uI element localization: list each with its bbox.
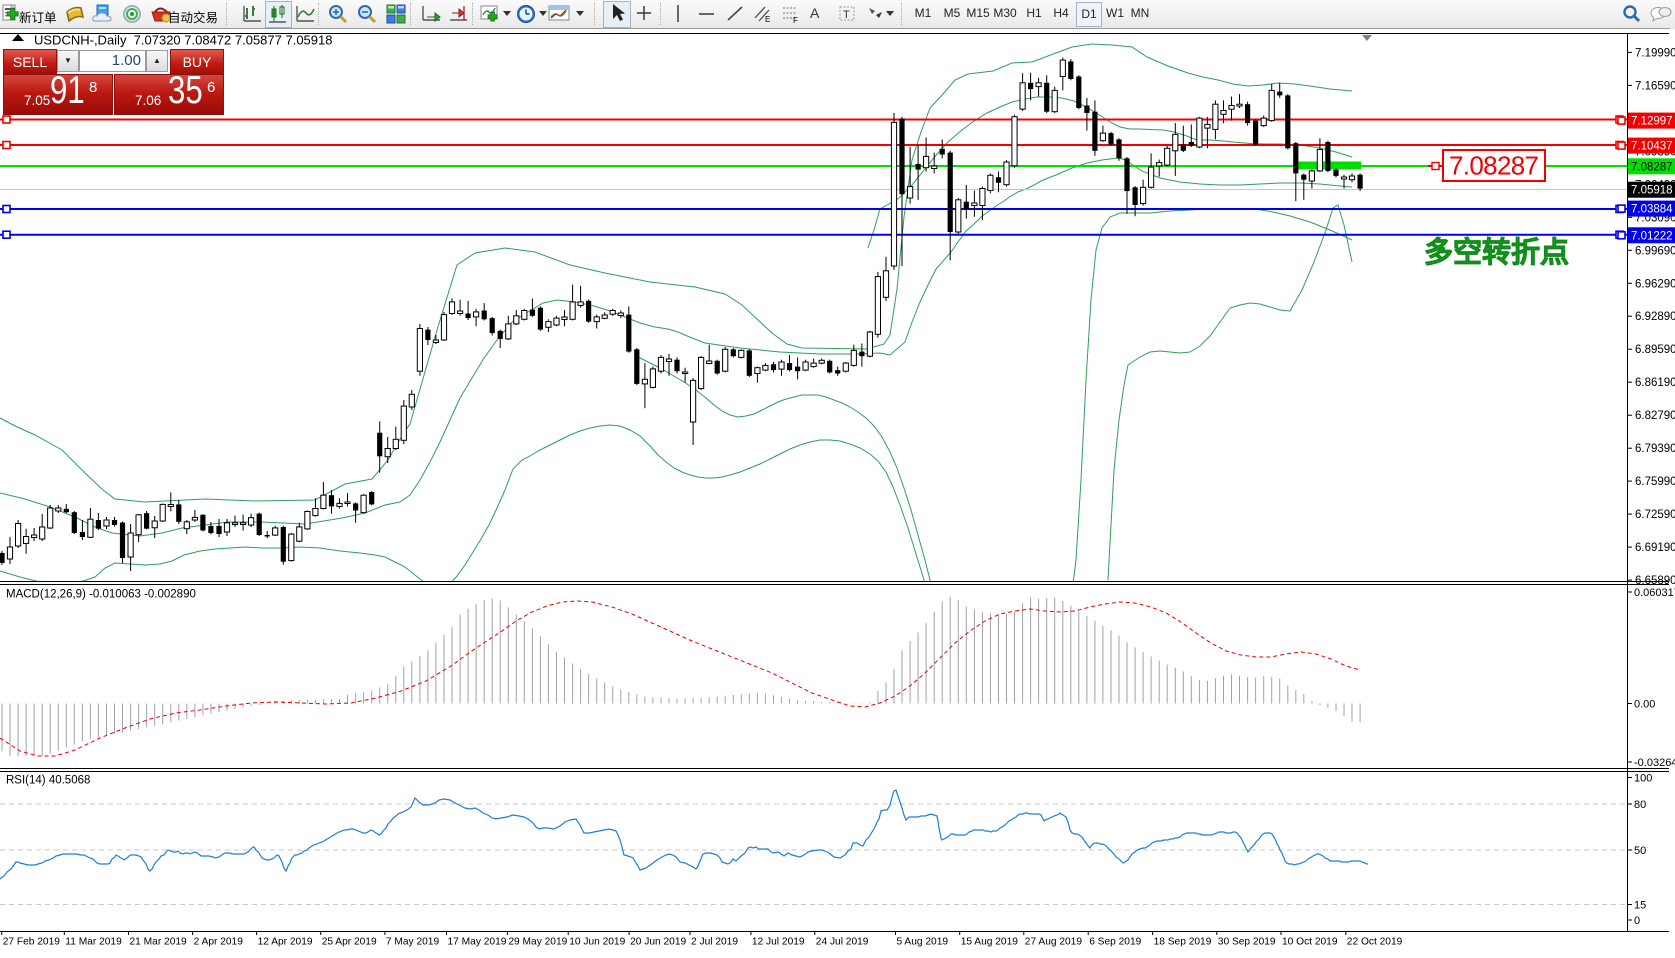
svg-text:-0.032648: -0.032648 [1634,757,1675,769]
svg-text:27 Aug 2019: 27 Aug 2019 [1025,937,1083,948]
svg-text:12 Jul 2019: 12 Jul 2019 [752,937,805,948]
svg-text:7 May 2019: 7 May 2019 [386,937,440,948]
svg-text:7.19990: 7.19990 [1635,47,1675,59]
svg-text:6.86190: 6.86190 [1635,377,1675,389]
svg-text:50: 50 [1634,845,1646,857]
svg-text:MACD(12,26,9) -0.010063 -0.002: MACD(12,26,9) -0.010063 -0.002890 [6,589,196,601]
svg-text:E: E [765,15,770,24]
svg-text:6 Sep 2019: 6 Sep 2019 [1089,937,1141,948]
svg-text:6.69190: 6.69190 [1635,542,1675,554]
svg-text:7.01222: 7.01222 [1631,230,1673,242]
svg-text:0.060317: 0.060317 [1634,587,1675,599]
svg-text:30 Sep 2019: 30 Sep 2019 [1218,937,1276,948]
svg-text:USDCNH-,Daily 7.07320 7.08472: USDCNH-,Daily 7.07320 7.08472 7.05877 7.… [34,33,332,48]
svg-text:10 Oct 2019: 10 Oct 2019 [1282,937,1338,948]
svg-text:6.92890: 6.92890 [1635,311,1675,323]
svg-text:20 Jun 2019: 20 Jun 2019 [630,937,686,948]
svg-text:6.89590: 6.89590 [1635,344,1675,356]
svg-text:6.65890: 6.65890 [1635,575,1675,587]
svg-text:80: 80 [1634,799,1646,811]
svg-text:29 May 2019: 29 May 2019 [508,937,567,948]
svg-text:27 Feb 2019: 27 Feb 2019 [3,937,61,948]
svg-text:15 Aug 2019: 15 Aug 2019 [961,937,1019,948]
svg-text:24 Jul 2019: 24 Jul 2019 [816,937,869,948]
svg-text:多空转折点: 多空转折点 [1424,235,1569,269]
svg-text:7.12997: 7.12997 [1631,116,1673,128]
svg-text:0.00: 0.00 [1634,698,1655,710]
svg-text:22 Oct 2019: 22 Oct 2019 [1347,937,1403,948]
svg-text:2 Jul 2019: 2 Jul 2019 [691,937,738,948]
svg-text:7.08287: 7.08287 [1449,151,1539,181]
svg-text:6.99690: 6.99690 [1635,245,1675,257]
svg-text:6.82790: 6.82790 [1635,410,1675,422]
svg-text:100: 100 [1634,772,1652,784]
svg-text:21 Mar 2019: 21 Mar 2019 [130,937,188,948]
svg-text:6.72590: 6.72590 [1635,509,1675,521]
svg-text:7.08287: 7.08287 [1631,161,1673,173]
svg-text:7.03884: 7.03884 [1631,204,1673,216]
svg-text:15: 15 [1634,899,1646,911]
svg-text:12 Apr 2019: 12 Apr 2019 [258,937,313,948]
svg-text:18 Sep 2019: 18 Sep 2019 [1154,937,1212,948]
svg-text:RSI(14) 40.5068: RSI(14) 40.5068 [6,775,90,787]
svg-text:5 Aug 2019: 5 Aug 2019 [897,937,949,948]
svg-text:17 May 2019: 17 May 2019 [448,937,507,948]
svg-text:7.16590: 7.16590 [1635,80,1675,92]
svg-text:F: F [793,16,798,24]
svg-text:T: T [843,9,850,21]
svg-text:7.10437: 7.10437 [1631,141,1673,153]
svg-text:6.75990: 6.75990 [1635,476,1675,488]
svg-text:10 Jun 2019: 10 Jun 2019 [569,937,625,948]
svg-text:0: 0 [1634,915,1640,927]
svg-text:6.96290: 6.96290 [1635,278,1675,290]
svg-text:6.79390: 6.79390 [1635,443,1675,455]
svg-text:7.05918: 7.05918 [1631,185,1673,197]
svg-text:2 Apr 2019: 2 Apr 2019 [194,937,244,948]
svg-text:11 Mar 2019: 11 Mar 2019 [65,937,122,948]
svg-text:25 Apr 2019: 25 Apr 2019 [322,937,377,948]
